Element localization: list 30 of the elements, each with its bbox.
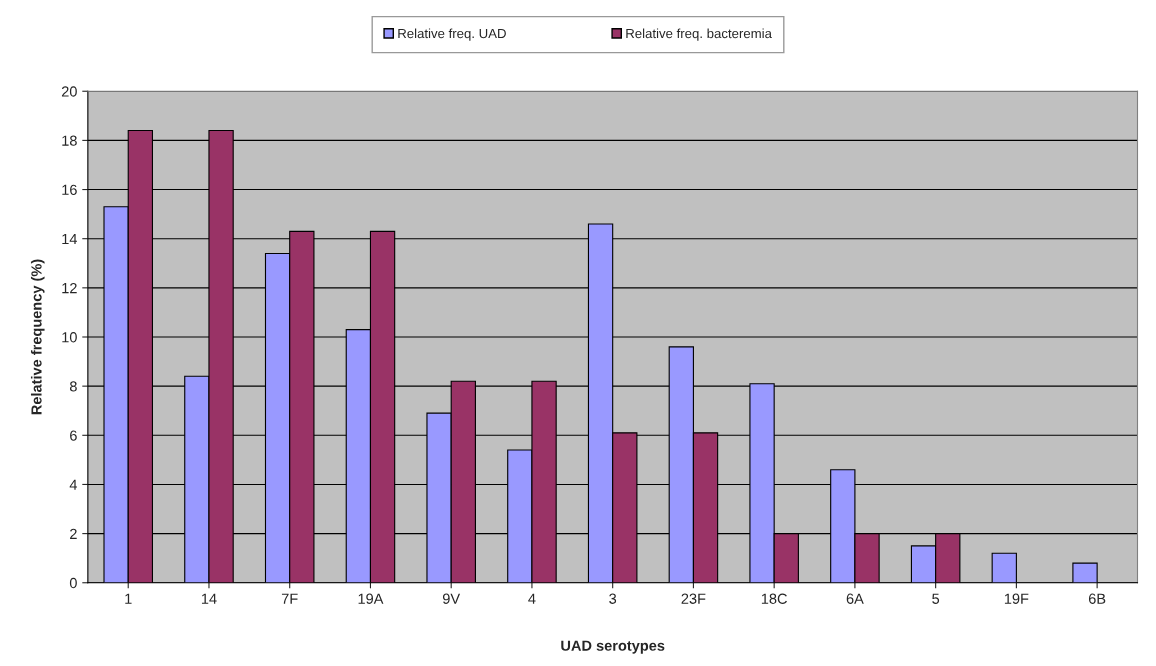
- x-tick-label: 1: [125, 593, 132, 604]
- x-axis-title: UAD serotypes: [561, 640, 665, 654]
- y-tick-label: 10: [62, 332, 77, 343]
- x-tick-label: 19A: [358, 593, 384, 604]
- y-tick-label: 4: [69, 479, 78, 490]
- y-tick-label: 12: [62, 282, 77, 294]
- legend-label: Relative freq. UAD: [398, 28, 506, 41]
- x-tick-label: 14: [201, 593, 217, 604]
- legend-label: Relative freq. bacteremia: [626, 28, 772, 41]
- y-tick-label: 2: [70, 528, 77, 539]
- x-tick-label: 3: [609, 593, 617, 604]
- x-tick-label: 6B: [1088, 593, 1106, 604]
- y-tick-label: 0: [69, 577, 77, 589]
- x-tick-label: 5: [932, 593, 940, 604]
- x-tick-label: 4: [528, 593, 536, 604]
- bar: [1072, 562, 1098, 583]
- bar: [991, 552, 1017, 583]
- x-tick-label: 9V: [442, 593, 461, 604]
- y-axis-title: Relative frequency (%): [30, 259, 45, 415]
- y-tick-label: 6: [70, 430, 77, 441]
- y-tick-label: 16: [62, 184, 77, 195]
- y-tick-label: 20: [61, 86, 77, 97]
- y-tick-label: 8: [69, 381, 77, 392]
- y-tick-label: 18: [62, 135, 77, 146]
- y-tick-label: 14: [62, 233, 78, 244]
- x-tick-label: 6A: [846, 593, 864, 604]
- x-tick-label: 18C: [761, 593, 787, 604]
- x-tick-label: 19F: [1004, 593, 1029, 604]
- x-tick-label: 23F: [681, 593, 706, 604]
- x-tick-label: 7F: [281, 593, 298, 604]
